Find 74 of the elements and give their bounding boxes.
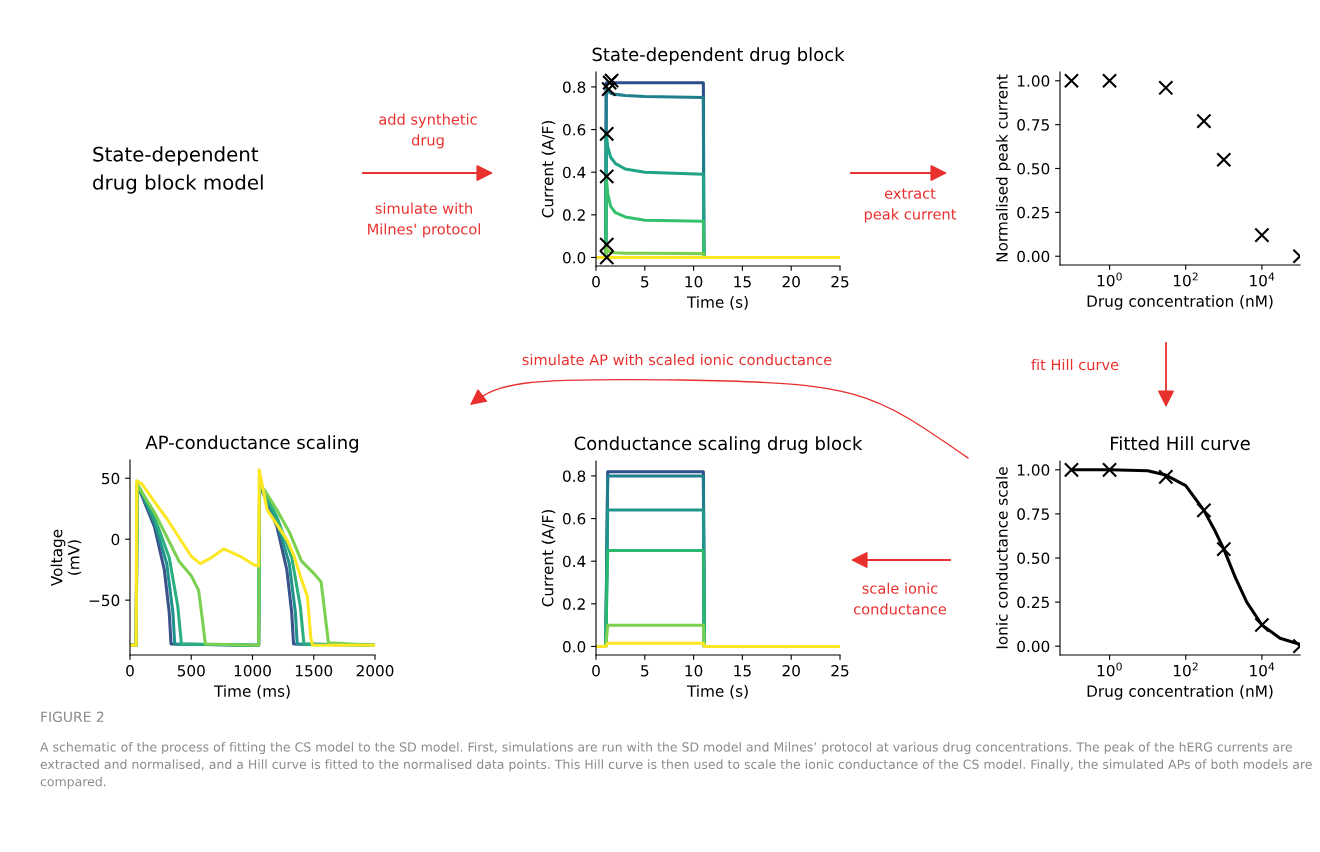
point: [599, 126, 615, 142]
text: A schematic of the process of fitting the CS model to the SD model. First, simulations are run with the SD model and Milnes’ protocol at various drug concentrations. The peak of the hERG currents are extracted and normalised, and a Hill curve is fitted to the normalised data points. This Hill curve is then used to scale the ionic conductance of the CS model. Finally, the simulated APs of both models are compared.: [40, 742, 1312, 789]
y-tick-label: 50: [102, 472, 120, 485]
y-tick-label: 0.8: [562, 470, 586, 482]
chart-title: AP-conductance scaling: [145, 435, 359, 453]
x-tick-label: 25: [831, 664, 849, 677]
x-axis-title: Time (s): [686, 296, 748, 310]
x-tick-label: 500: [177, 664, 205, 677]
point: [599, 168, 615, 185]
text: simulate with Milnes' protocol: [368, 202, 480, 238]
x-tick-label: 20: [782, 664, 800, 677]
y-tick-label: 1.00: [1017, 75, 1050, 87]
x-tick-label: 10$^{4}$: [1250, 662, 1275, 677]
y-axis-title: Voltage (mV): [50, 529, 82, 587]
text: State-dependent drug block model: [93, 146, 263, 194]
y-tick-label: 0.6: [562, 513, 586, 525]
x-tick-label: 10$^{2}$: [1173, 662, 1198, 677]
chart-title: State-dependent drug block: [592, 47, 845, 65]
chart-title: Conductance scaling drug block: [574, 436, 863, 454]
y-tick-label: 0.6: [562, 124, 586, 136]
x-tick-label: 1500: [295, 664, 333, 677]
y-tick-label: 0.75: [1017, 508, 1049, 520]
x-tick-label: 10$^{4}$: [1250, 272, 1275, 287]
point: [601, 81, 617, 97]
x-tick-label: 5: [641, 665, 649, 677]
x-axis-title: Drug concentration (nM): [1087, 295, 1273, 310]
x-tick-label: 10$^{2}$: [1173, 272, 1198, 287]
x-tick-label: 25: [831, 275, 849, 288]
x-tick-label: 10$^{0}$: [1097, 662, 1122, 677]
x-tick-label: 5: [641, 276, 649, 288]
x-tick-label: 15: [734, 665, 751, 677]
x-axis-title: Time (ms): [213, 685, 290, 699]
y-tick-label: 0.0: [562, 251, 586, 264]
x-axis-title: Time (s): [686, 685, 748, 699]
y-tick-label: 0.50: [1017, 552, 1050, 565]
text: extract peak current: [864, 188, 957, 223]
x-axis-title: Drug concentration (nM): [1087, 685, 1273, 700]
y-tick-label: 0.25: [1017, 596, 1049, 609]
x-tick-label: 0: [592, 664, 600, 677]
y-tick-label: 0.0: [562, 640, 586, 653]
text: simulate AP with scaled ionic conductance: [522, 353, 832, 366]
y-tick-label: 1.00: [1017, 464, 1050, 476]
x-tick-label: 15: [734, 276, 751, 288]
point: [599, 237, 615, 253]
y-tick-label: 0.50: [1017, 162, 1050, 175]
y-tick-label: 0: [111, 533, 120, 546]
text: scale ionic conductance: [854, 582, 947, 615]
y-axis-title: Current (A/F): [541, 510, 556, 607]
x-tick-label: 1000: [234, 664, 271, 677]
y-axis-title: Ionic conductance scale: [995, 467, 1008, 649]
y-tick-label: 0.2: [562, 598, 585, 610]
point: [599, 249, 615, 266]
x-tick-label: 10$^{0}$: [1097, 272, 1122, 287]
x-tick-label: 20: [782, 275, 800, 288]
y-axis-title: Normalised peak current: [995, 74, 1011, 262]
text: add synthetic drug: [379, 113, 477, 149]
text: FIGURE 2: [41, 711, 104, 723]
y-tick-label: 0.4: [562, 166, 586, 179]
y-tick-label: 0.2: [562, 209, 585, 221]
y-tick-label: 0.25: [1017, 206, 1049, 219]
y-tick-label: −50: [89, 594, 120, 607]
y-tick-label: 0.8: [562, 81, 586, 93]
y-tick-label: 0.00: [1017, 640, 1050, 653]
x-tick-label: 2000: [356, 664, 394, 677]
chart-title: Fitted Hill curve: [1111, 436, 1250, 451]
y-tick-label: 0.4: [562, 555, 586, 568]
x-tick-label: 0: [592, 275, 600, 288]
x-tick-label: 0: [126, 664, 134, 677]
text: fit Hill curve: [1031, 358, 1119, 371]
x-tick-label: 10: [685, 275, 703, 288]
y-tick-label: 0.75: [1017, 119, 1049, 131]
x-tick-label: 10: [685, 664, 703, 677]
y-axis-title: Current (A/F): [541, 121, 556, 218]
y-tick-label: 0.00: [1017, 250, 1050, 263]
